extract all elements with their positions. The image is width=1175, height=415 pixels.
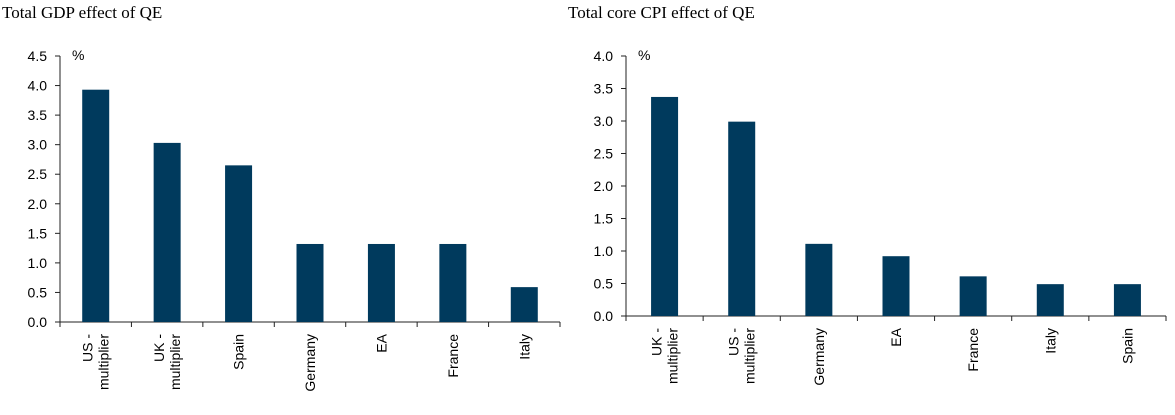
gdp-bar	[153, 142, 181, 322]
gdp-category-label: Germany	[302, 334, 318, 392]
gdp-y-tick-label: 4.5	[28, 48, 48, 64]
cpi-bar	[882, 256, 910, 316]
gdp-category-label: EA	[373, 333, 389, 352]
cpi-category-label: Germany	[811, 328, 827, 386]
cpi-chart-svg: %0.00.51.01.52.02.53.03.54.0UK - multipli…	[594, 47, 1167, 386]
cpi-category-label: EA	[888, 327, 904, 346]
cpi-y-tick-label: 3.5	[594, 81, 614, 97]
cpi-bar	[1113, 284, 1141, 316]
cpi-y-tick-label: 2.5	[594, 146, 614, 162]
cpi-category-label-line: US -	[726, 328, 742, 356]
gdp-category-label-line: Germany	[302, 334, 318, 392]
gdp-bar	[439, 243, 467, 322]
cpi-y-tick-label: 0.0	[594, 308, 614, 324]
gdp-category-label-line: EA	[373, 333, 389, 352]
cpi-bar	[959, 276, 987, 316]
gdp-category-label-line: France	[445, 334, 461, 378]
cpi-y-tick-label: 3.0	[594, 113, 614, 129]
gdp-bar	[510, 287, 538, 322]
gdp-category-label: Spain	[231, 334, 247, 370]
gdp-y-tick-label: 4.0	[28, 78, 48, 94]
gdp-category-label-line: multiplier	[167, 334, 183, 390]
cpi-bar	[805, 243, 833, 316]
gdp-y-tick-label: 2.0	[28, 196, 48, 212]
gdp-y-tick-label: 0.0	[28, 314, 48, 330]
cpi-chart-title: Total core CPI effect of QE	[568, 3, 755, 22]
gdp-category-label-line: US -	[80, 334, 96, 362]
gdp-category-label: France	[445, 334, 461, 378]
gdp-category-label: Italy	[516, 334, 532, 360]
cpi-category-label: US - multiplier	[726, 328, 758, 384]
gdp-y-tick-label: 1.5	[28, 225, 48, 241]
gdp-bar	[367, 243, 395, 322]
gdp-bar	[225, 165, 253, 322]
cpi-category-label-line: EA	[888, 327, 904, 346]
cpi-chart-panel: Total core CPI effect of QE % 0.0 0.5 1.0 1.…	[566, 0, 1167, 415]
gdp-bar	[82, 89, 110, 323]
cpi-category-label: Spain	[1119, 328, 1135, 364]
gdp-category-label-line: UK -	[151, 334, 167, 362]
cpi-category-label-line: Spain	[1119, 328, 1135, 364]
cpi-y-tick-label: 1.5	[594, 211, 614, 227]
cpi-bar	[728, 121, 756, 317]
cpi-category-label: France	[965, 328, 981, 372]
gdp-unit-label: %	[72, 47, 84, 63]
gdp-y-tick-label: 2.5	[28, 166, 48, 182]
cpi-category-label: UK - multiplier	[649, 328, 681, 384]
cpi-category-label: Italy	[1042, 328, 1058, 354]
gdp-category-label: UK - multiplier	[151, 334, 183, 390]
gdp-y-tick-label: 3.0	[28, 137, 48, 153]
gdp-category-label-line: multiplier	[96, 334, 112, 390]
gdp-bar	[296, 243, 324, 322]
gdp-y-tick-label: 0.5	[28, 284, 48, 300]
cpi-y-tick-label: 4.0	[594, 48, 614, 64]
cpi-category-label-line: multiplier	[742, 328, 758, 384]
cpi-bar	[651, 96, 679, 316]
gdp-chart-svg: %0.00.51.01.52.02.53.03.54.04.5US - multi…	[28, 47, 561, 392]
gdp-y-tick-label: 3.5	[28, 107, 48, 123]
cpi-y-tick-label: 2.0	[594, 178, 614, 194]
cpi-y-tick-label: 0.5	[594, 276, 614, 292]
cpi-category-label-line: Germany	[811, 328, 827, 386]
gdp-y-tick-label: 1.0	[28, 255, 48, 271]
cpi-bar	[1036, 284, 1064, 316]
gdp-category-label-line: Italy	[516, 334, 532, 360]
cpi-category-label-line: France	[965, 328, 981, 372]
cpi-category-label-line: UK -	[649, 328, 665, 356]
cpi-unit-label: %	[638, 47, 650, 63]
gdp-category-label: US - multiplier	[80, 334, 112, 390]
cpi-y-tick-label: 1.0	[594, 243, 614, 259]
gdp-chart-title: Total GDP effect of QE	[2, 3, 163, 22]
cpi-category-label-line: multiplier	[665, 328, 681, 384]
gdp-chart-panel: Total GDP effect of QE % 0.0 0.5 1.0 1.5 2.0 2…	[0, 0, 561, 415]
cpi-category-label-line: Italy	[1042, 328, 1058, 354]
gdp-category-label-line: Spain	[231, 334, 247, 370]
